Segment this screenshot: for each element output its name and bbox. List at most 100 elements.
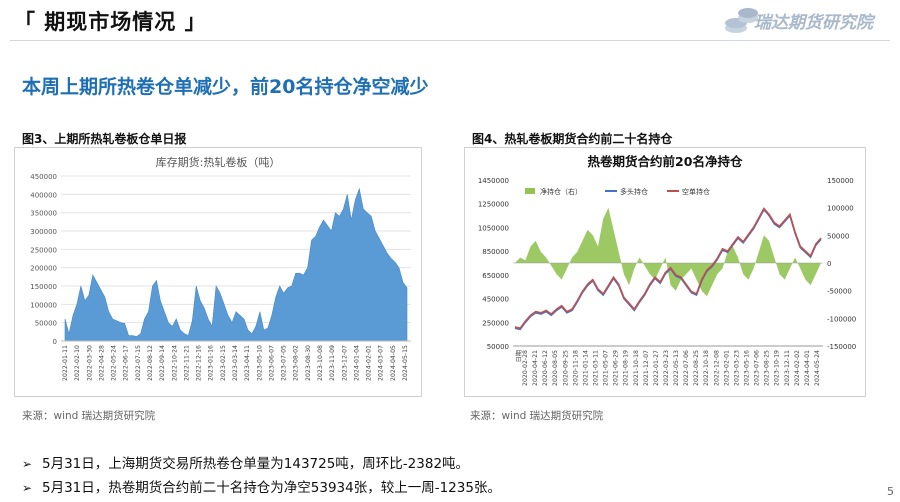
x-tick-label: 2024-04-01 xyxy=(804,350,811,386)
figure3-source: 来源：wind 瑞达期货研究院 xyxy=(22,410,156,422)
section-subtitle: 本周上期所热卷仓单减少，前20名持仓净空减少 xyxy=(22,76,429,98)
figure3-chart-panel: 库存期货:热轧卷板（吨） 0 50000 100000 150000 200000 2500… xyxy=(14,147,422,397)
x-tick-label: 2020-08-05 xyxy=(552,350,559,386)
x-tick-label: 2020-02-28 xyxy=(522,350,529,386)
left-y-tick-label: 450000 xyxy=(482,296,509,304)
bullet-item-2: ➢ 5月31日，热卷期货合约前二十名持仓为净空53934张，较上一周-1235张。 xyxy=(22,476,501,496)
x-tick-label: 2023-08-30 xyxy=(305,345,312,381)
bullet-text-2: 5月31日，热卷期货合约前二十名持仓为净空53934张，较上一周-1235张。 xyxy=(42,480,501,496)
x-tick-label: 2024-01-04 xyxy=(353,345,360,381)
right-y-tick-label: -150000 xyxy=(827,343,856,351)
stock-area-series xyxy=(64,187,408,342)
x-tick-label: 2022-06-17 xyxy=(123,345,130,381)
short-position-line xyxy=(514,207,822,330)
x-tick-label: 2020-04-21 xyxy=(532,350,539,386)
x-tick-label: 2022-08-12 xyxy=(147,345,154,381)
x-tick-label: 2021-01-14 xyxy=(582,350,589,386)
x-tick-label: 2023-03-14 xyxy=(232,345,239,381)
y-tick-label: 0 xyxy=(53,338,57,346)
position-line-chart: 热卷期货合约前20名净持仓 50000 250000 450000 650000 8500… xyxy=(478,154,856,386)
x-tick-label: 2023-02-15 xyxy=(220,345,227,381)
x-tick-label: 2024-03-07 xyxy=(378,345,385,381)
left-y-tick-label: 1050000 xyxy=(478,224,509,232)
x-tick-label: 2024-02-01 xyxy=(366,345,373,381)
x-tick-label: 2022-03-23 xyxy=(663,350,670,386)
x-axis-label: 日期 xyxy=(515,350,523,362)
coins-icon xyxy=(725,8,758,33)
x-tick-label: 2023-05-16 xyxy=(744,350,751,386)
x-tick-label: 2021-03-11 xyxy=(592,350,599,386)
x-tick-label: 2023-10-08 xyxy=(317,345,324,381)
x-tick-label: 2023-10-19 xyxy=(774,350,781,386)
header-divider xyxy=(10,40,890,41)
right-y-tick-label: 0 xyxy=(827,260,831,268)
x-tick-label: 2020-09-25 xyxy=(562,350,569,386)
bullet-arrow-icon: ➢ xyxy=(22,481,33,495)
x-tick-label: 2022-05-24 xyxy=(111,345,118,381)
x-tick-label: 2023-07-05 xyxy=(281,345,288,381)
stock-area-chart: 库存期货:热轧卷板（吨） 0 50000 100000 150000 200000 2500… xyxy=(30,155,411,381)
x-tick-label: 2023-12-11 xyxy=(784,350,791,386)
y-tick-label: 400000 xyxy=(30,191,57,199)
right-y-tick-label: -100000 xyxy=(827,315,856,323)
x-tick-label: 2023-08-02 xyxy=(293,345,300,381)
x-tick-label: 2024-05-24 xyxy=(814,350,821,386)
x-tick-label: 2023-06-07 xyxy=(268,345,275,381)
y-tick-label: 450000 xyxy=(30,173,57,181)
left-y-tick-label: 50000 xyxy=(487,343,509,351)
logo-text: 瑞达期货研究院 xyxy=(754,13,873,33)
legend-label: 空单持仓 xyxy=(682,187,710,196)
y-tick-label: 100000 xyxy=(30,301,57,309)
y-tick-label: 50000 xyxy=(35,320,57,328)
y-tick-label: 250000 xyxy=(30,246,57,254)
x-tick-label: 2022-10-18 xyxy=(703,350,710,386)
x-tick-label: 2024-04-05 xyxy=(390,345,397,381)
y-tick-label: 150000 xyxy=(30,283,57,291)
legend-label: 多头持仓 xyxy=(620,187,648,196)
page-title: 「 期现市场情况 」 xyxy=(14,10,207,34)
x-tick-label: 2023-03-23 xyxy=(733,350,740,386)
x-tick-label: 2021-12-07 xyxy=(643,350,650,386)
y-tick-label: 200000 xyxy=(30,265,57,273)
bullet-text-1: 5月31日，上海期货交易所热卷仓单量为143725吨，周环比-2382吨。 xyxy=(42,456,470,472)
right-y-tick-label: 50000 xyxy=(827,232,849,240)
right-y-tick-label: 150000 xyxy=(827,177,854,185)
company-logo xyxy=(722,4,894,38)
x-tick-label: 2022-04-28 xyxy=(98,345,105,381)
right-y-tick-label: -50000 xyxy=(827,288,852,296)
legend-label: 净持仓（右） xyxy=(540,187,582,196)
bullet-arrow-icon: ➢ xyxy=(22,457,33,471)
x-tick-label: 2022-10-24 xyxy=(171,345,178,381)
figure4-source: 来源：wind 瑞达期货研究院 xyxy=(470,410,604,422)
figure4-chart-panel: 热卷期货合约前20名净持仓 50000 250000 450000 650000 8500… xyxy=(464,147,866,397)
x-tick-label: 2022-07-06 xyxy=(683,350,690,386)
page-number: 5 xyxy=(887,485,894,498)
x-tick-label: 2020-11-18 xyxy=(572,350,579,386)
x-tick-label: 2023-08-25 xyxy=(764,350,771,386)
x-tick-label: 2022-05-13 xyxy=(673,350,680,386)
x-tick-label: 2021-10-18 xyxy=(633,350,640,386)
x-tick-label: 2023-02-01 xyxy=(723,350,730,386)
x-tick-label: 2022-02-10 xyxy=(74,345,81,381)
x-tick-label: 2024-02-02 xyxy=(794,350,801,386)
y-tick-label: 350000 xyxy=(30,210,57,218)
x-tick-label: 2022-12-16 xyxy=(196,345,203,381)
chart-title: 热卷期货合约前20名净持仓 xyxy=(588,154,743,169)
x-tick-label: 2022-09-14 xyxy=(159,345,166,381)
figure3-caption: 图3、上期所热轧卷板仓单日报 xyxy=(22,132,187,146)
x-tick-label: 2020-06-12 xyxy=(542,350,549,386)
x-tick-label: 2024-05-15 xyxy=(402,345,409,381)
figure4-caption: 图4、热轧卷板期货合约前二十名持仓 xyxy=(472,132,673,146)
bullet-item-1: ➢ 5月31日，上海期货交易所热卷仓单量为143725吨，周环比-2382吨。 xyxy=(22,452,469,472)
left-y-tick-label: 650000 xyxy=(482,272,509,280)
net-position-area xyxy=(515,207,821,297)
x-tick-label: 2022-01-27 xyxy=(653,350,660,386)
x-tick-label: 2022-08-25 xyxy=(693,350,700,386)
right-y-tick-label: 100000 xyxy=(827,205,854,213)
x-tick-label: 2021-05-07 xyxy=(603,350,610,386)
x-tick-label: 2021-08-19 xyxy=(623,350,630,386)
x-tick-label: 2021-06-29 xyxy=(613,350,620,386)
chart-title: 库存期货:热轧卷板（吨） xyxy=(156,155,281,169)
x-tick-label: 2023-11-09 xyxy=(329,345,336,381)
x-tick-label: 2022-01-11 xyxy=(62,345,69,381)
